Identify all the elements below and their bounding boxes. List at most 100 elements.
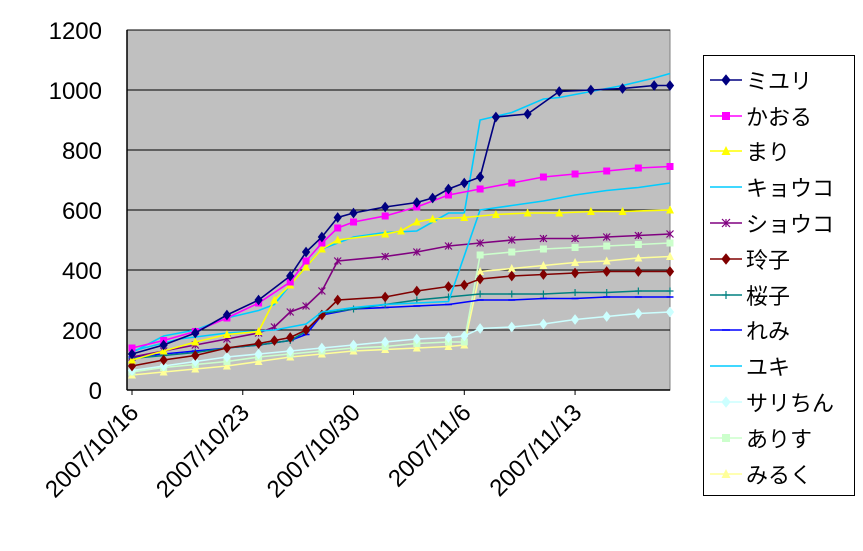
data-point: [222, 351, 232, 363]
legend-swatch: [710, 396, 742, 408]
data-point: [721, 253, 731, 265]
data-point: [350, 305, 358, 313]
legend-swatch: [710, 433, 742, 442]
data-point: [159, 354, 168, 366]
data-point: [634, 308, 643, 319]
data-point: [570, 267, 580, 279]
legend-item: ミユリ: [704, 62, 854, 98]
data-point: [412, 197, 421, 208]
data-point: [317, 342, 327, 354]
data-point: [333, 257, 342, 265]
legend-label: ありす: [746, 427, 813, 453]
data-point: [634, 253, 643, 262]
data-point: [602, 266, 611, 277]
legend-label: 玲子: [746, 248, 791, 274]
data-point: [127, 348, 137, 360]
legend-swatch: [710, 146, 742, 156]
data-point: [302, 257, 310, 265]
data-point: [603, 289, 611, 296]
data-point: [128, 355, 136, 364]
data-point: [318, 239, 326, 247]
data-point: [127, 360, 137, 372]
legend-label: みるく: [746, 463, 813, 489]
data-point: [634, 164, 642, 172]
data-point: [508, 248, 516, 256]
data-point: [665, 80, 675, 91]
data-point: [539, 245, 547, 253]
data-point: [634, 241, 642, 248]
data-point: [191, 327, 200, 339]
data-point: [508, 179, 516, 187]
legend-label: かおる: [746, 105, 813, 131]
data-point: [286, 278, 294, 286]
data-point: [491, 210, 500, 218]
data-point: [722, 433, 730, 442]
data-point: [523, 208, 532, 217]
data-point: [666, 230, 674, 238]
data-point: [507, 236, 516, 244]
legend-label: サリちん: [746, 392, 835, 418]
data-point: [222, 309, 232, 321]
legend-item: ショウコ: [704, 205, 854, 241]
data-point: [444, 281, 453, 292]
x-tick-label: 2007/11/13: [485, 399, 588, 502]
data-point: [721, 468, 731, 478]
data-point: [666, 287, 674, 295]
data-point: [159, 346, 168, 355]
legend-swatch: [710, 290, 742, 299]
data-point: [159, 339, 168, 351]
data-point: [444, 191, 452, 199]
legend-item: まり: [704, 134, 854, 170]
data-point: [159, 367, 168, 376]
data-point: [381, 212, 389, 220]
legend-label: ミユリ: [746, 69, 813, 95]
data-point: [571, 258, 580, 266]
legend-item: 玲子: [704, 241, 854, 277]
legend-item: ありす: [704, 420, 854, 456]
y-axis-ticks: 0 200 400 600 800 1000 1200: [49, 18, 102, 405]
data-point: [460, 330, 469, 342]
data-point: [476, 239, 485, 247]
data-point: [666, 252, 674, 260]
data-point: [254, 357, 263, 365]
legend-label: ショウコ: [746, 213, 835, 239]
data-point: [571, 234, 579, 243]
legend-item: 桜子: [704, 277, 854, 313]
data-point: [333, 294, 342, 306]
data-point: [444, 342, 453, 350]
data-point: [539, 234, 548, 243]
data-point: [286, 308, 295, 316]
legend-item: ユキ: [704, 348, 854, 384]
data-point: [222, 342, 232, 354]
data-point: [602, 256, 611, 265]
data-point: [191, 356, 200, 367]
data-point: [571, 244, 579, 251]
data-point: [634, 231, 643, 240]
legend-item: みるく: [704, 456, 854, 492]
data-point: [333, 235, 342, 244]
data-point: [412, 285, 421, 297]
data-point: [555, 86, 564, 97]
y-tick-label: 800: [62, 138, 102, 165]
data-point: [412, 217, 421, 226]
data-point: [555, 208, 564, 217]
data-point: [286, 332, 295, 343]
data-point: [539, 318, 548, 330]
data-point: [539, 261, 548, 269]
series-line: [131, 233, 671, 358]
legend-item: かおる: [704, 98, 854, 134]
data-point: [666, 163, 674, 170]
x-tick-label: 2007/10/30: [262, 399, 366, 503]
data-point: [721, 396, 731, 408]
data-point: [665, 306, 675, 318]
data-point: [618, 207, 627, 215]
data-point: [381, 291, 390, 303]
data-point: [507, 270, 516, 282]
data-point: [381, 252, 390, 261]
data-point: [476, 290, 484, 298]
data-point: [603, 167, 611, 175]
data-point: [222, 361, 231, 370]
legend-swatch: [710, 365, 742, 368]
legend-swatch: [710, 468, 742, 478]
